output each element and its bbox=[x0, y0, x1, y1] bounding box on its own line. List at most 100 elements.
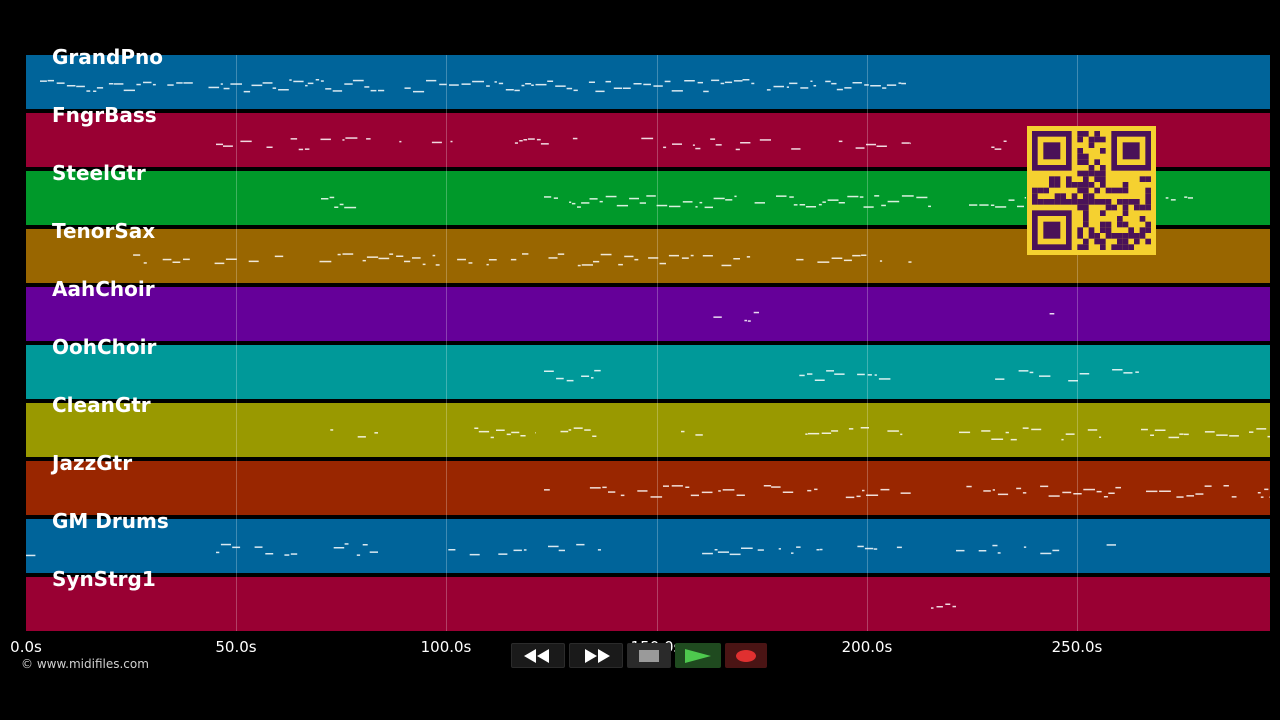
qr-module bbox=[1077, 233, 1083, 239]
qr-module bbox=[1032, 187, 1038, 194]
qr-module bbox=[1100, 244, 1106, 250]
qr-module bbox=[1083, 221, 1089, 228]
qr-module bbox=[1077, 227, 1083, 233]
qr-module bbox=[1139, 227, 1146, 233]
qr-module bbox=[1077, 136, 1083, 143]
qr-module bbox=[1043, 142, 1061, 160]
qr-module bbox=[1060, 199, 1066, 205]
piano-roll: GrandPno FngrBass SteelGtr TenorSax AahC… bbox=[26, 45, 1270, 633]
qr-module bbox=[1105, 204, 1112, 211]
qr-module bbox=[1043, 187, 1049, 194]
qr-module bbox=[1134, 199, 1140, 205]
qr-module bbox=[1077, 159, 1083, 165]
record-button[interactable] bbox=[725, 643, 767, 668]
qr-module bbox=[1088, 165, 1095, 171]
qr-module bbox=[1077, 187, 1083, 194]
qr-module bbox=[1088, 227, 1095, 233]
qr-module bbox=[1100, 136, 1106, 143]
qr-module bbox=[1100, 221, 1106, 228]
qr-module bbox=[1117, 221, 1123, 228]
track-label: OohChoir bbox=[52, 335, 157, 359]
qr-module bbox=[1054, 176, 1061, 182]
qr-module bbox=[1083, 238, 1089, 245]
qr-module bbox=[1122, 187, 1129, 194]
track-label: GrandPno bbox=[52, 45, 163, 69]
axis-tick: 200.0s bbox=[841, 638, 893, 656]
track-cleangtr[interactable]: CleanGtr bbox=[26, 393, 1270, 459]
qr-module bbox=[1077, 199, 1083, 205]
qr-module bbox=[1066, 182, 1072, 188]
qr-module bbox=[1139, 233, 1146, 239]
axis-tick: 0.0s bbox=[10, 638, 42, 656]
qr-module bbox=[1083, 182, 1089, 188]
qr-module bbox=[1145, 227, 1151, 233]
track-jazzgtr[interactable]: JazzGtr bbox=[26, 451, 1270, 517]
qr-module bbox=[1071, 182, 1078, 188]
qr-module bbox=[1077, 204, 1083, 211]
qr-module bbox=[1094, 187, 1100, 194]
qr-module bbox=[1083, 204, 1089, 211]
qr-module bbox=[1134, 233, 1140, 239]
qr-module bbox=[1088, 193, 1095, 199]
qr-module bbox=[1037, 199, 1044, 205]
track-label: CleanGtr bbox=[52, 393, 151, 417]
qr-module bbox=[1122, 233, 1129, 239]
qr-module bbox=[1083, 159, 1089, 165]
qr-module bbox=[1049, 182, 1055, 188]
copyright-text: © www.midifiles.com bbox=[21, 657, 149, 671]
qr-module bbox=[1145, 176, 1151, 182]
stop-icon bbox=[639, 649, 659, 662]
rewind-button[interactable] bbox=[511, 643, 565, 668]
qr-module bbox=[1100, 176, 1106, 182]
qr-module bbox=[1083, 153, 1089, 160]
qr-module bbox=[1117, 199, 1123, 205]
axis-tick: 100.0s bbox=[420, 638, 472, 656]
qr-module bbox=[1088, 182, 1095, 188]
qr-module bbox=[1105, 221, 1112, 228]
qr-module bbox=[1083, 210, 1089, 216]
qr-module bbox=[1100, 165, 1106, 171]
qr-module bbox=[1117, 238, 1123, 245]
track-grandpno[interactable]: GrandPno bbox=[26, 45, 1270, 111]
fast-forward-button[interactable] bbox=[569, 643, 623, 668]
qr-module bbox=[1128, 244, 1134, 250]
qr-module bbox=[1083, 199, 1089, 205]
qr-module bbox=[1100, 227, 1106, 233]
qr-module bbox=[1105, 187, 1112, 194]
qr-module bbox=[1122, 210, 1129, 216]
qr-module bbox=[1032, 193, 1038, 199]
qr-module bbox=[1100, 170, 1106, 177]
qr-module bbox=[1060, 193, 1066, 199]
grid-line bbox=[446, 55, 447, 631]
qr-module bbox=[1088, 170, 1095, 177]
track-gm-drums[interactable]: GM Drums bbox=[26, 509, 1270, 575]
qr-module bbox=[1117, 233, 1123, 239]
stop-button[interactable] bbox=[627, 643, 671, 668]
qr-module bbox=[1083, 244, 1089, 250]
qr-module bbox=[1088, 142, 1095, 148]
qr-module bbox=[1122, 199, 1129, 205]
qr-module bbox=[1145, 238, 1151, 245]
track-aahchoir[interactable]: AahChoir bbox=[26, 277, 1270, 343]
qr-module bbox=[1105, 233, 1112, 239]
qr-module bbox=[1094, 159, 1100, 165]
qr-module bbox=[1037, 187, 1044, 194]
qr-module bbox=[1094, 233, 1100, 239]
qr-code bbox=[1027, 126, 1156, 255]
track-oohchoir[interactable]: OohChoir bbox=[26, 335, 1270, 401]
track-synstrg1[interactable]: SynStrg1 bbox=[26, 567, 1270, 633]
qr-module bbox=[1111, 204, 1117, 211]
play-button[interactable] bbox=[675, 643, 721, 668]
track-label: SteelGtr bbox=[52, 161, 146, 185]
qr-module bbox=[1083, 176, 1089, 182]
qr-module bbox=[1054, 182, 1061, 188]
qr-module bbox=[1077, 244, 1083, 250]
qr-module bbox=[1145, 221, 1151, 228]
qr-module bbox=[1032, 199, 1038, 205]
qr-module bbox=[1100, 238, 1106, 245]
qr-module bbox=[1083, 193, 1089, 199]
qr-module bbox=[1122, 244, 1129, 250]
qr-module bbox=[1077, 131, 1083, 137]
qr-module bbox=[1105, 227, 1112, 233]
qr-module bbox=[1139, 204, 1146, 211]
